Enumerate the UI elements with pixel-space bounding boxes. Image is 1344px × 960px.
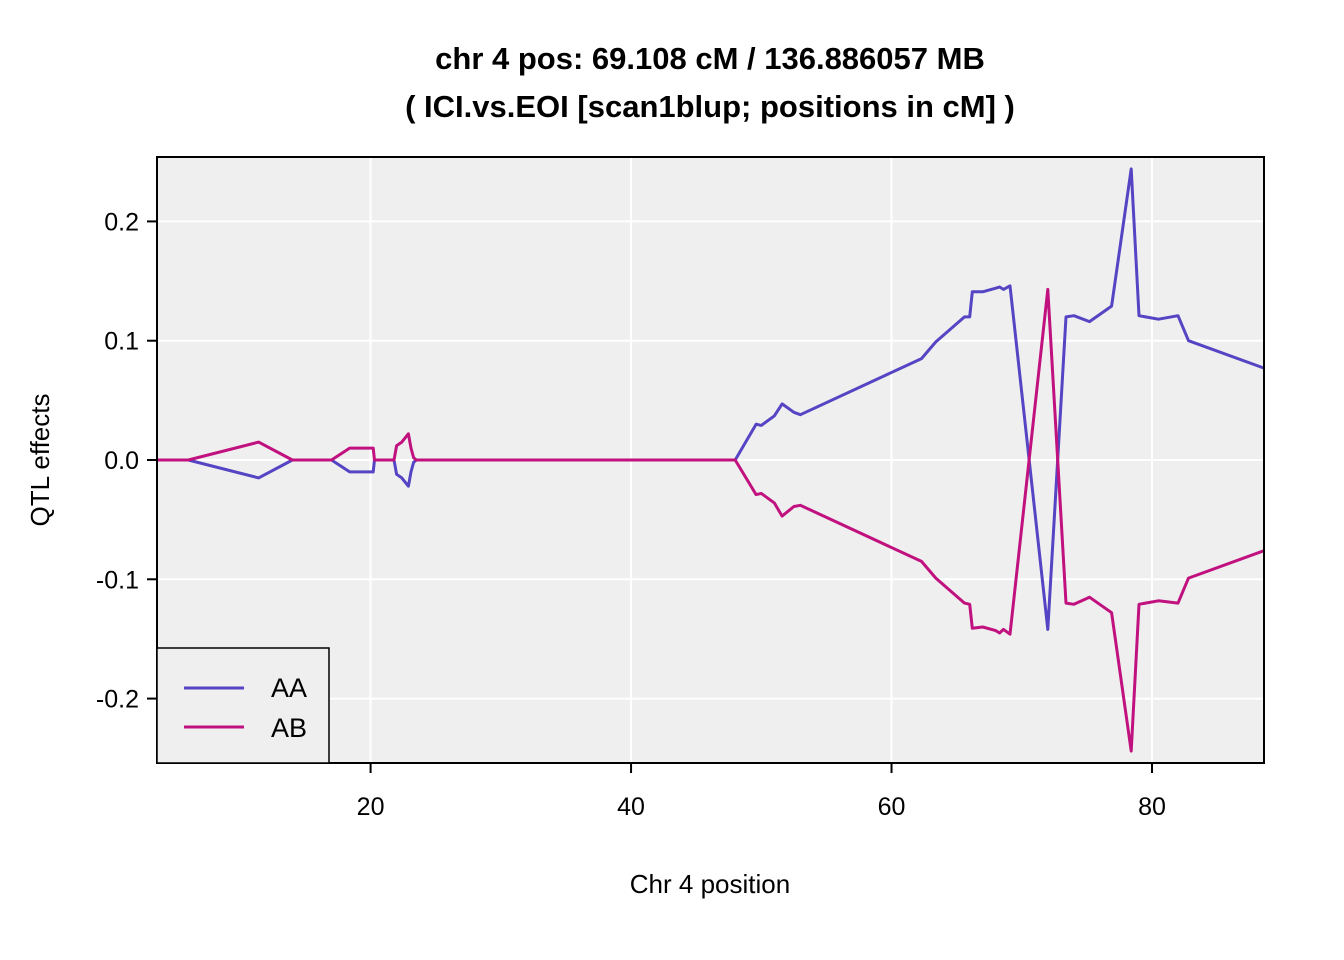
legend-label-aa: AA <box>271 673 307 703</box>
y-tick-label-1: -0.1 <box>96 566 139 594</box>
legend-box <box>156 647 330 764</box>
x-tick-label-0: 20 <box>357 793 385 821</box>
legend: AA AB <box>156 647 330 764</box>
x-tick-label-2: 60 <box>878 793 906 821</box>
y-axis: -0.2 -0.1 0.0 0.1 0.2 <box>96 208 157 714</box>
chart-title-line-1: chr 4 pos: 69.108 cM / 136.886057 MB <box>435 41 985 76</box>
legend-label-ab: AB <box>271 713 307 743</box>
series-layer <box>157 167 1265 753</box>
y-tick-label-2: 0.0 <box>104 447 139 475</box>
y-axis-label: QTL effects <box>25 394 55 527</box>
x-axis: 20 40 60 80 <box>357 763 1166 821</box>
x-axis-label: Chr 4 position <box>630 869 790 899</box>
x-tick-label-3: 80 <box>1138 793 1166 821</box>
y-tick-label-3: 0.1 <box>104 328 139 356</box>
chart-title-line-2: ( ICI.vs.EOI [scan1blup; positions in cM… <box>405 89 1015 124</box>
y-tick-label-0: -0.2 <box>96 686 139 714</box>
series-line-ab <box>157 287 1265 753</box>
x-tick-label-1: 40 <box>617 793 645 821</box>
y-tick-label-4: 0.2 <box>104 208 139 236</box>
